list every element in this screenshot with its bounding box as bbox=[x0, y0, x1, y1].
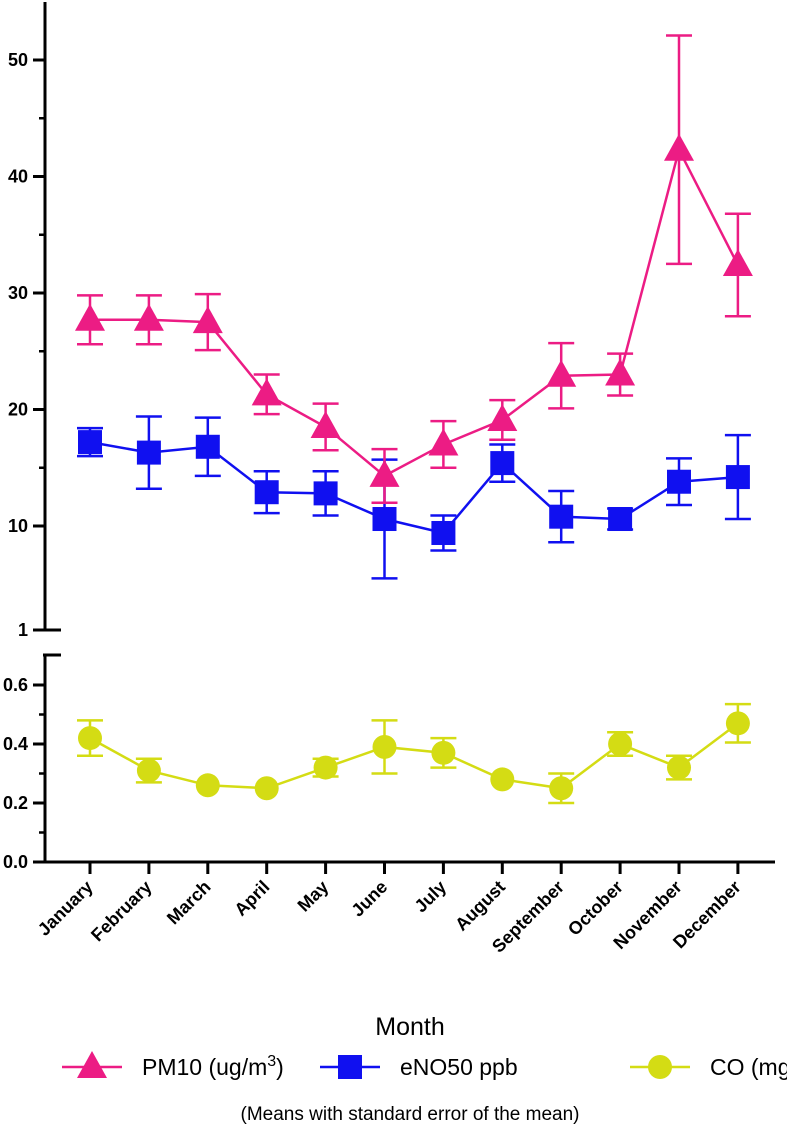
triangle-marker bbox=[722, 249, 753, 277]
chart-note: (Means with standard error of the mean) bbox=[241, 1104, 580, 1125]
circle-marker bbox=[648, 1055, 672, 1079]
series-line bbox=[89, 722, 739, 790]
upper-y-tick-label: 50 bbox=[8, 50, 28, 70]
legend-item: PM10 (ug/m3) bbox=[62, 1051, 284, 1080]
square-marker bbox=[372, 507, 397, 532]
triangle-marker bbox=[546, 359, 577, 387]
series-line bbox=[89, 440, 738, 535]
circle-marker bbox=[372, 734, 397, 759]
legend-label: eNO50 ppb bbox=[400, 1054, 518, 1080]
axes: 1 10 20 30 40 50 0.0 0.2 0.4 0.6 bbox=[3, 2, 775, 874]
square-marker bbox=[608, 507, 633, 532]
circle-marker bbox=[254, 776, 279, 801]
circle-marker bbox=[725, 711, 750, 736]
triangle-marker bbox=[251, 378, 282, 406]
triangle-marker bbox=[369, 459, 400, 487]
circle-marker bbox=[431, 740, 456, 765]
legend-label: CO (mg/m3) bbox=[710, 1053, 787, 1080]
circle-marker bbox=[313, 755, 338, 780]
circle-marker bbox=[136, 758, 161, 783]
x-tick-label: February bbox=[87, 877, 156, 946]
square-marker bbox=[725, 465, 750, 490]
square-marker bbox=[490, 451, 515, 476]
legend-label: PM10 (ug/m3) bbox=[142, 1053, 284, 1080]
series-layer bbox=[75, 34, 753, 805]
triangle-marker bbox=[428, 428, 459, 456]
square-marker bbox=[136, 440, 161, 465]
triangle-marker bbox=[75, 303, 105, 331]
triangle-marker bbox=[310, 410, 341, 438]
triangle-marker bbox=[77, 1051, 107, 1078]
circle-marker bbox=[667, 755, 691, 780]
x-tick-label: May bbox=[294, 877, 333, 916]
square-marker bbox=[78, 430, 102, 455]
circle-marker bbox=[608, 732, 633, 756]
lower-y-tick-label: 0.4 bbox=[3, 734, 28, 754]
circle-marker bbox=[195, 773, 220, 798]
triangle-marker bbox=[605, 358, 636, 386]
legend-item: CO (mg/m3) bbox=[630, 1053, 787, 1080]
circle-marker bbox=[549, 776, 574, 801]
upper-y-tick-label: 1 bbox=[18, 620, 28, 640]
square-marker bbox=[195, 434, 220, 459]
upper-y-tick-label: 30 bbox=[8, 283, 28, 303]
square-marker bbox=[667, 469, 691, 494]
series-line bbox=[90, 146, 740, 478]
square-marker bbox=[313, 481, 338, 506]
x-tick-label: August bbox=[451, 877, 509, 935]
x-tick-label: March bbox=[163, 877, 215, 929]
series-square bbox=[77, 415, 751, 580]
legend: PM10 (ug/m3) eNO50 ppb CO (mg/m3) bbox=[62, 1051, 787, 1080]
series-circle bbox=[77, 702, 751, 805]
upper-y-tick-label: 10 bbox=[8, 516, 28, 536]
square-marker bbox=[549, 504, 574, 529]
lower-y-tick-label: 0.6 bbox=[3, 675, 28, 695]
x-tick-label: April bbox=[230, 877, 273, 920]
triangle-marker bbox=[192, 306, 223, 334]
lower-y-tick-label: 0.2 bbox=[3, 793, 28, 813]
upper-y-tick-label: 40 bbox=[8, 167, 28, 187]
circle-marker bbox=[490, 767, 515, 792]
triangle-marker bbox=[133, 303, 164, 331]
triangle-marker bbox=[664, 133, 694, 161]
x-axis-title: Month bbox=[375, 1013, 444, 1041]
legend-item: eNO50 ppb bbox=[320, 1054, 518, 1080]
series-triangle bbox=[75, 34, 753, 504]
square-marker bbox=[254, 480, 279, 505]
triangle-marker bbox=[487, 403, 518, 431]
circle-marker bbox=[78, 726, 102, 751]
square-marker bbox=[338, 1055, 362, 1079]
square-marker bbox=[431, 520, 456, 545]
x-tick-label: June bbox=[347, 877, 391, 921]
upper-y-tick-label: 20 bbox=[8, 400, 28, 420]
lower-y-tick-label: 0.0 bbox=[3, 852, 28, 872]
x-tick-label: July bbox=[411, 877, 451, 917]
